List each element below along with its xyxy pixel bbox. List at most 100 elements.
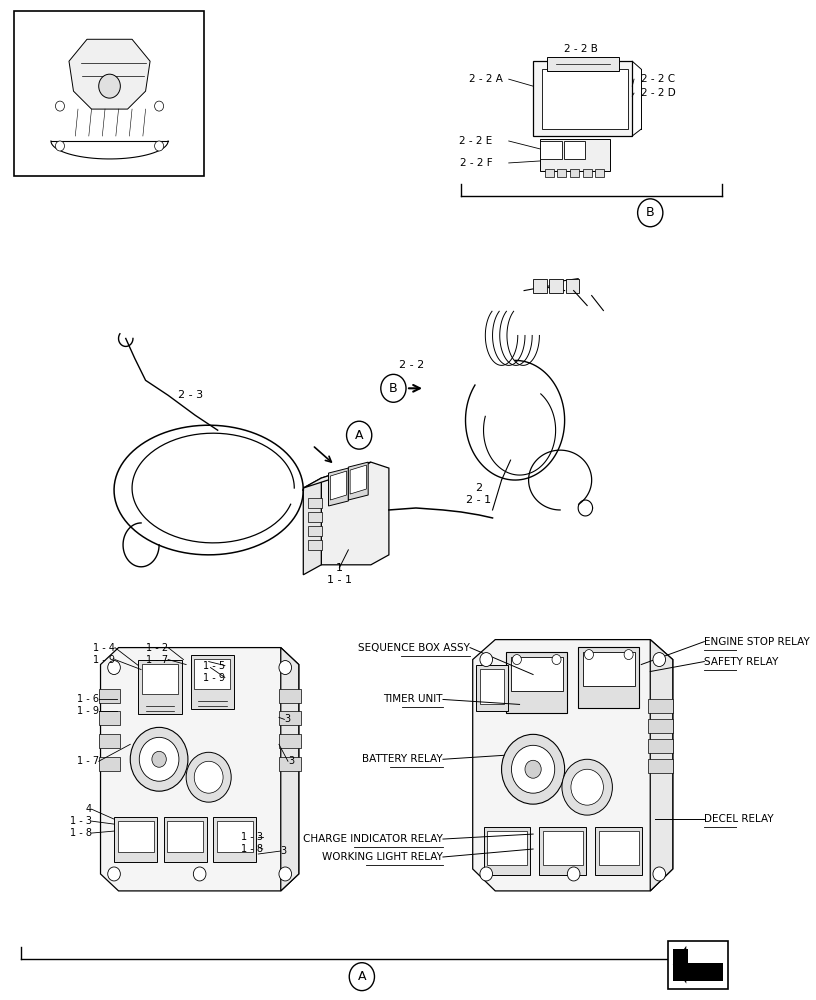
Text: 4: 4 [86, 804, 91, 814]
Text: TIMER UNIT: TIMER UNIT [384, 694, 443, 704]
Bar [477, 665, 508, 711]
Bar [547, 57, 619, 71]
Bar [649, 719, 672, 733]
Polygon shape [69, 39, 150, 109]
Bar [540, 141, 562, 159]
Text: 1 - 6: 1 - 6 [77, 694, 99, 704]
Polygon shape [350, 465, 366, 494]
Bar [308, 526, 322, 536]
Text: 1 - 7: 1 - 7 [77, 756, 99, 766]
Circle shape [381, 374, 406, 402]
Bar [99, 711, 120, 725]
Circle shape [279, 867, 291, 881]
Text: 1 - 8: 1 - 8 [69, 828, 91, 838]
Circle shape [480, 867, 493, 881]
Circle shape [194, 761, 223, 793]
Text: ENGINE STOP RELAY: ENGINE STOP RELAY [704, 637, 810, 647]
Text: 1 - 3: 1 - 3 [241, 832, 263, 842]
Text: DECEL RELAY: DECEL RELAY [704, 814, 774, 824]
Polygon shape [650, 640, 672, 891]
Polygon shape [472, 640, 672, 891]
Bar [114, 817, 157, 862]
Bar [308, 540, 322, 550]
Circle shape [653, 867, 666, 881]
Polygon shape [672, 946, 686, 984]
Text: 1 - 1: 1 - 1 [327, 575, 352, 585]
Bar [668, 941, 728, 989]
Bar [506, 652, 567, 713]
Bar [565, 279, 579, 293]
Circle shape [131, 727, 188, 791]
Bar [564, 141, 585, 159]
Circle shape [154, 101, 163, 111]
Bar [579, 647, 640, 708]
Circle shape [571, 769, 603, 805]
Bar [583, 652, 635, 686]
Bar [14, 11, 204, 176]
Text: 2 - 3: 2 - 3 [178, 390, 203, 400]
Text: 1 - 9: 1 - 9 [203, 673, 225, 683]
Bar [533, 61, 632, 136]
Bar [543, 831, 583, 865]
Circle shape [349, 963, 375, 991]
Bar [484, 827, 530, 875]
Polygon shape [281, 648, 299, 891]
Bar [167, 821, 203, 852]
Text: 2 - 2 A: 2 - 2 A [468, 74, 503, 84]
Text: 2 - 1: 2 - 1 [467, 495, 491, 505]
Circle shape [55, 141, 64, 151]
Bar [99, 734, 120, 748]
Bar [142, 664, 178, 694]
Circle shape [562, 759, 612, 815]
Text: 1 - 9: 1 - 9 [77, 706, 99, 716]
Circle shape [193, 867, 206, 881]
Bar [570, 169, 579, 177]
Polygon shape [322, 462, 389, 565]
Bar [649, 699, 672, 713]
Circle shape [653, 653, 666, 667]
Bar [649, 759, 672, 773]
Text: CHARGE INDICATOR RELAY: CHARGE INDICATOR RELAY [303, 834, 443, 844]
Circle shape [637, 199, 663, 227]
Polygon shape [100, 648, 299, 891]
Text: 3: 3 [281, 846, 287, 856]
Bar [511, 657, 563, 691]
Text: SAFETY RELAY: SAFETY RELAY [704, 657, 778, 667]
Bar [279, 711, 300, 725]
Bar [539, 827, 586, 875]
Text: 1 - 2: 1 - 2 [146, 643, 168, 653]
Circle shape [512, 655, 521, 665]
Circle shape [624, 650, 633, 660]
Text: 2 - 2: 2 - 2 [399, 360, 424, 370]
Circle shape [347, 421, 372, 449]
Text: B: B [389, 382, 397, 395]
Text: 2 - 2 C: 2 - 2 C [641, 74, 676, 84]
Bar [191, 655, 234, 709]
Text: BATTERY RELAY: BATTERY RELAY [362, 754, 443, 764]
Bar [542, 69, 628, 129]
Circle shape [108, 661, 120, 675]
Circle shape [567, 867, 580, 881]
Text: 3: 3 [288, 756, 294, 766]
Text: 1 - 8: 1 - 8 [241, 844, 263, 854]
Bar [308, 498, 322, 508]
Circle shape [108, 867, 120, 881]
Bar [279, 689, 300, 703]
Circle shape [502, 734, 565, 804]
Bar [279, 757, 300, 771]
Polygon shape [329, 468, 348, 506]
Bar [217, 821, 253, 852]
Circle shape [525, 760, 541, 778]
Bar [545, 169, 554, 177]
Bar [139, 660, 182, 714]
Circle shape [552, 655, 561, 665]
Polygon shape [304, 478, 322, 575]
Circle shape [99, 74, 120, 98]
Circle shape [186, 752, 231, 802]
Bar [599, 831, 639, 865]
Text: 2 - 2 B: 2 - 2 B [564, 44, 598, 54]
Text: 1 - 5: 1 - 5 [202, 661, 225, 671]
Text: A: A [357, 970, 366, 983]
Bar [99, 757, 120, 771]
Text: 2 - 2 F: 2 - 2 F [460, 158, 493, 168]
